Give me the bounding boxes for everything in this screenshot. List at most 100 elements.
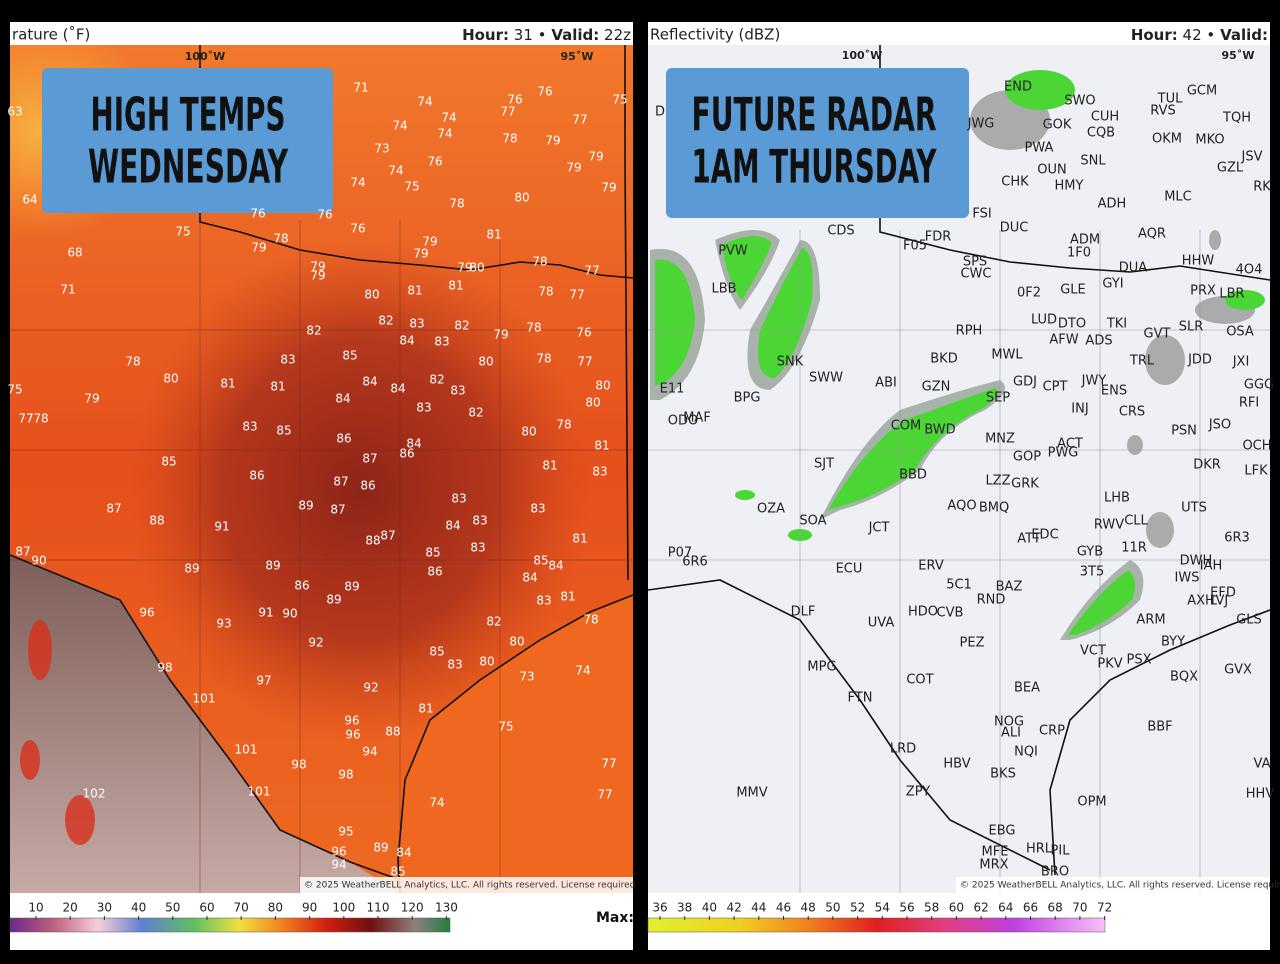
temperature-label: 98 [157, 661, 172, 675]
scale-label: 38 [677, 901, 692, 915]
temperature-label: 77 [572, 113, 587, 127]
station-label: GZL [1217, 161, 1244, 176]
temperature-label: 84 [362, 375, 377, 389]
station-label: LBR [1219, 287, 1244, 302]
temperature-label: 80 [479, 655, 494, 669]
temperature-label: 92 [363, 681, 378, 695]
temperature-label: 83 [280, 353, 295, 367]
temperature-label: 101 [248, 785, 271, 799]
station-label: RVS [1150, 104, 1175, 119]
scale-label: 48 [801, 901, 816, 915]
max-label: Max: [596, 910, 634, 926]
time-info: Hour: 31 • Valid: 22z [462, 26, 631, 44]
station-label: HDO [908, 605, 938, 620]
temperature-label: 78 [526, 321, 541, 335]
station-label: MWL [991, 348, 1023, 363]
station-label: BYY [1161, 635, 1185, 650]
station-label: MMV [736, 786, 767, 801]
station-label: BAZ [996, 580, 1023, 595]
temperature-label: 101 [235, 743, 258, 757]
temperature-label: 91 [258, 606, 273, 620]
station-label: SNK [777, 355, 804, 370]
temperature-label: 89 [344, 580, 359, 594]
temperature-label: 63 [7, 105, 22, 119]
temperature-label: 74 [392, 119, 407, 133]
scale-label: 42 [726, 901, 741, 915]
scale-label: 66 [1023, 901, 1038, 915]
station-label: NQI [1014, 745, 1038, 760]
station-label: AXH [1187, 594, 1215, 609]
header-bar [10, 22, 633, 45]
temperature-label: 90 [282, 607, 297, 621]
station-label: GOP [1013, 450, 1041, 465]
temperature-label: 78 [583, 613, 598, 627]
scale-label: 36 [652, 901, 667, 915]
temperature-label: 85 [161, 455, 176, 469]
scale-label: 100 [332, 901, 355, 915]
temperature-label: 83 [409, 317, 424, 331]
station-label: BBD [899, 468, 927, 483]
scale-label: 44 [751, 901, 766, 915]
temperature-label: 81 [594, 439, 609, 453]
station-label: JWY [1081, 374, 1107, 389]
station-label: ADS [1085, 334, 1112, 349]
station-label: PEZ [960, 636, 985, 651]
station-label: GVX [1224, 663, 1252, 678]
temperature-label: 92 [308, 636, 323, 650]
station-label: 11R [1121, 541, 1147, 556]
scale-label: 90 [302, 901, 317, 915]
station-label: 3T5 [1080, 565, 1104, 580]
banner-line: FUTURE RADAR [692, 88, 937, 142]
temperature-label: 83 [470, 541, 485, 555]
station-label: RWV [1094, 518, 1124, 533]
scale-label: 60 [949, 901, 964, 915]
station-label: CHK [1001, 175, 1029, 190]
station-label: AFW [1049, 333, 1078, 348]
temperature-label: 86 [294, 579, 309, 593]
station-label: BEA [1014, 681, 1040, 696]
scale-label: 68 [1048, 901, 1063, 915]
station-label: VA [1254, 757, 1271, 772]
temperature-label: 71 [353, 81, 368, 95]
longitude-label: 100˚W [842, 49, 883, 62]
station-label: MPG [807, 660, 836, 675]
temperature-label: 64 [22, 193, 37, 207]
scale-label: 70 [234, 901, 249, 915]
temperature-label: 76 [537, 85, 552, 99]
station-label: ACT [1057, 437, 1083, 452]
temperature-label: 82 [306, 324, 321, 338]
temperature-label: 82 [454, 319, 469, 333]
temperature-label: 79 [310, 269, 325, 283]
temperature-label: 83 [416, 401, 431, 415]
station-label: OZA [757, 502, 785, 517]
temperature-label: 77 [18, 412, 33, 426]
banner [666, 68, 969, 218]
temperature-label: 96 [345, 728, 360, 742]
temperature-label: 101 [193, 692, 216, 706]
station-label: BMQ [979, 501, 1009, 516]
station-label: SNL [1080, 154, 1106, 169]
temperature-label: 88 [149, 514, 164, 528]
temperature-label: 87 [362, 452, 377, 466]
station-label: CLL [1124, 514, 1148, 529]
field-name: rature (˚F) [12, 26, 90, 44]
station-label: GLE [1060, 283, 1086, 298]
temperature-label: 81 [486, 228, 501, 242]
temperature-label: 81 [542, 459, 557, 473]
temperature-label: 82 [486, 615, 501, 629]
station-label: CRS [1119, 405, 1145, 420]
station-label: F05 [903, 239, 927, 254]
scale-label: 56 [899, 901, 914, 915]
temperature-label: 80 [163, 372, 178, 386]
temperature-label: 71 [60, 283, 75, 297]
temperature-label: 83 [447, 658, 462, 672]
station-label: PVW [718, 244, 748, 259]
station-label: DKR [1193, 458, 1221, 473]
temperature-label: 78 [556, 418, 571, 432]
temperature-label: 74 [350, 176, 365, 190]
banner-line: HIGH TEMPS [91, 88, 286, 142]
station-label: CVB [937, 606, 964, 621]
station-label: AQO [947, 499, 976, 514]
station-label: MFE [982, 845, 1009, 860]
